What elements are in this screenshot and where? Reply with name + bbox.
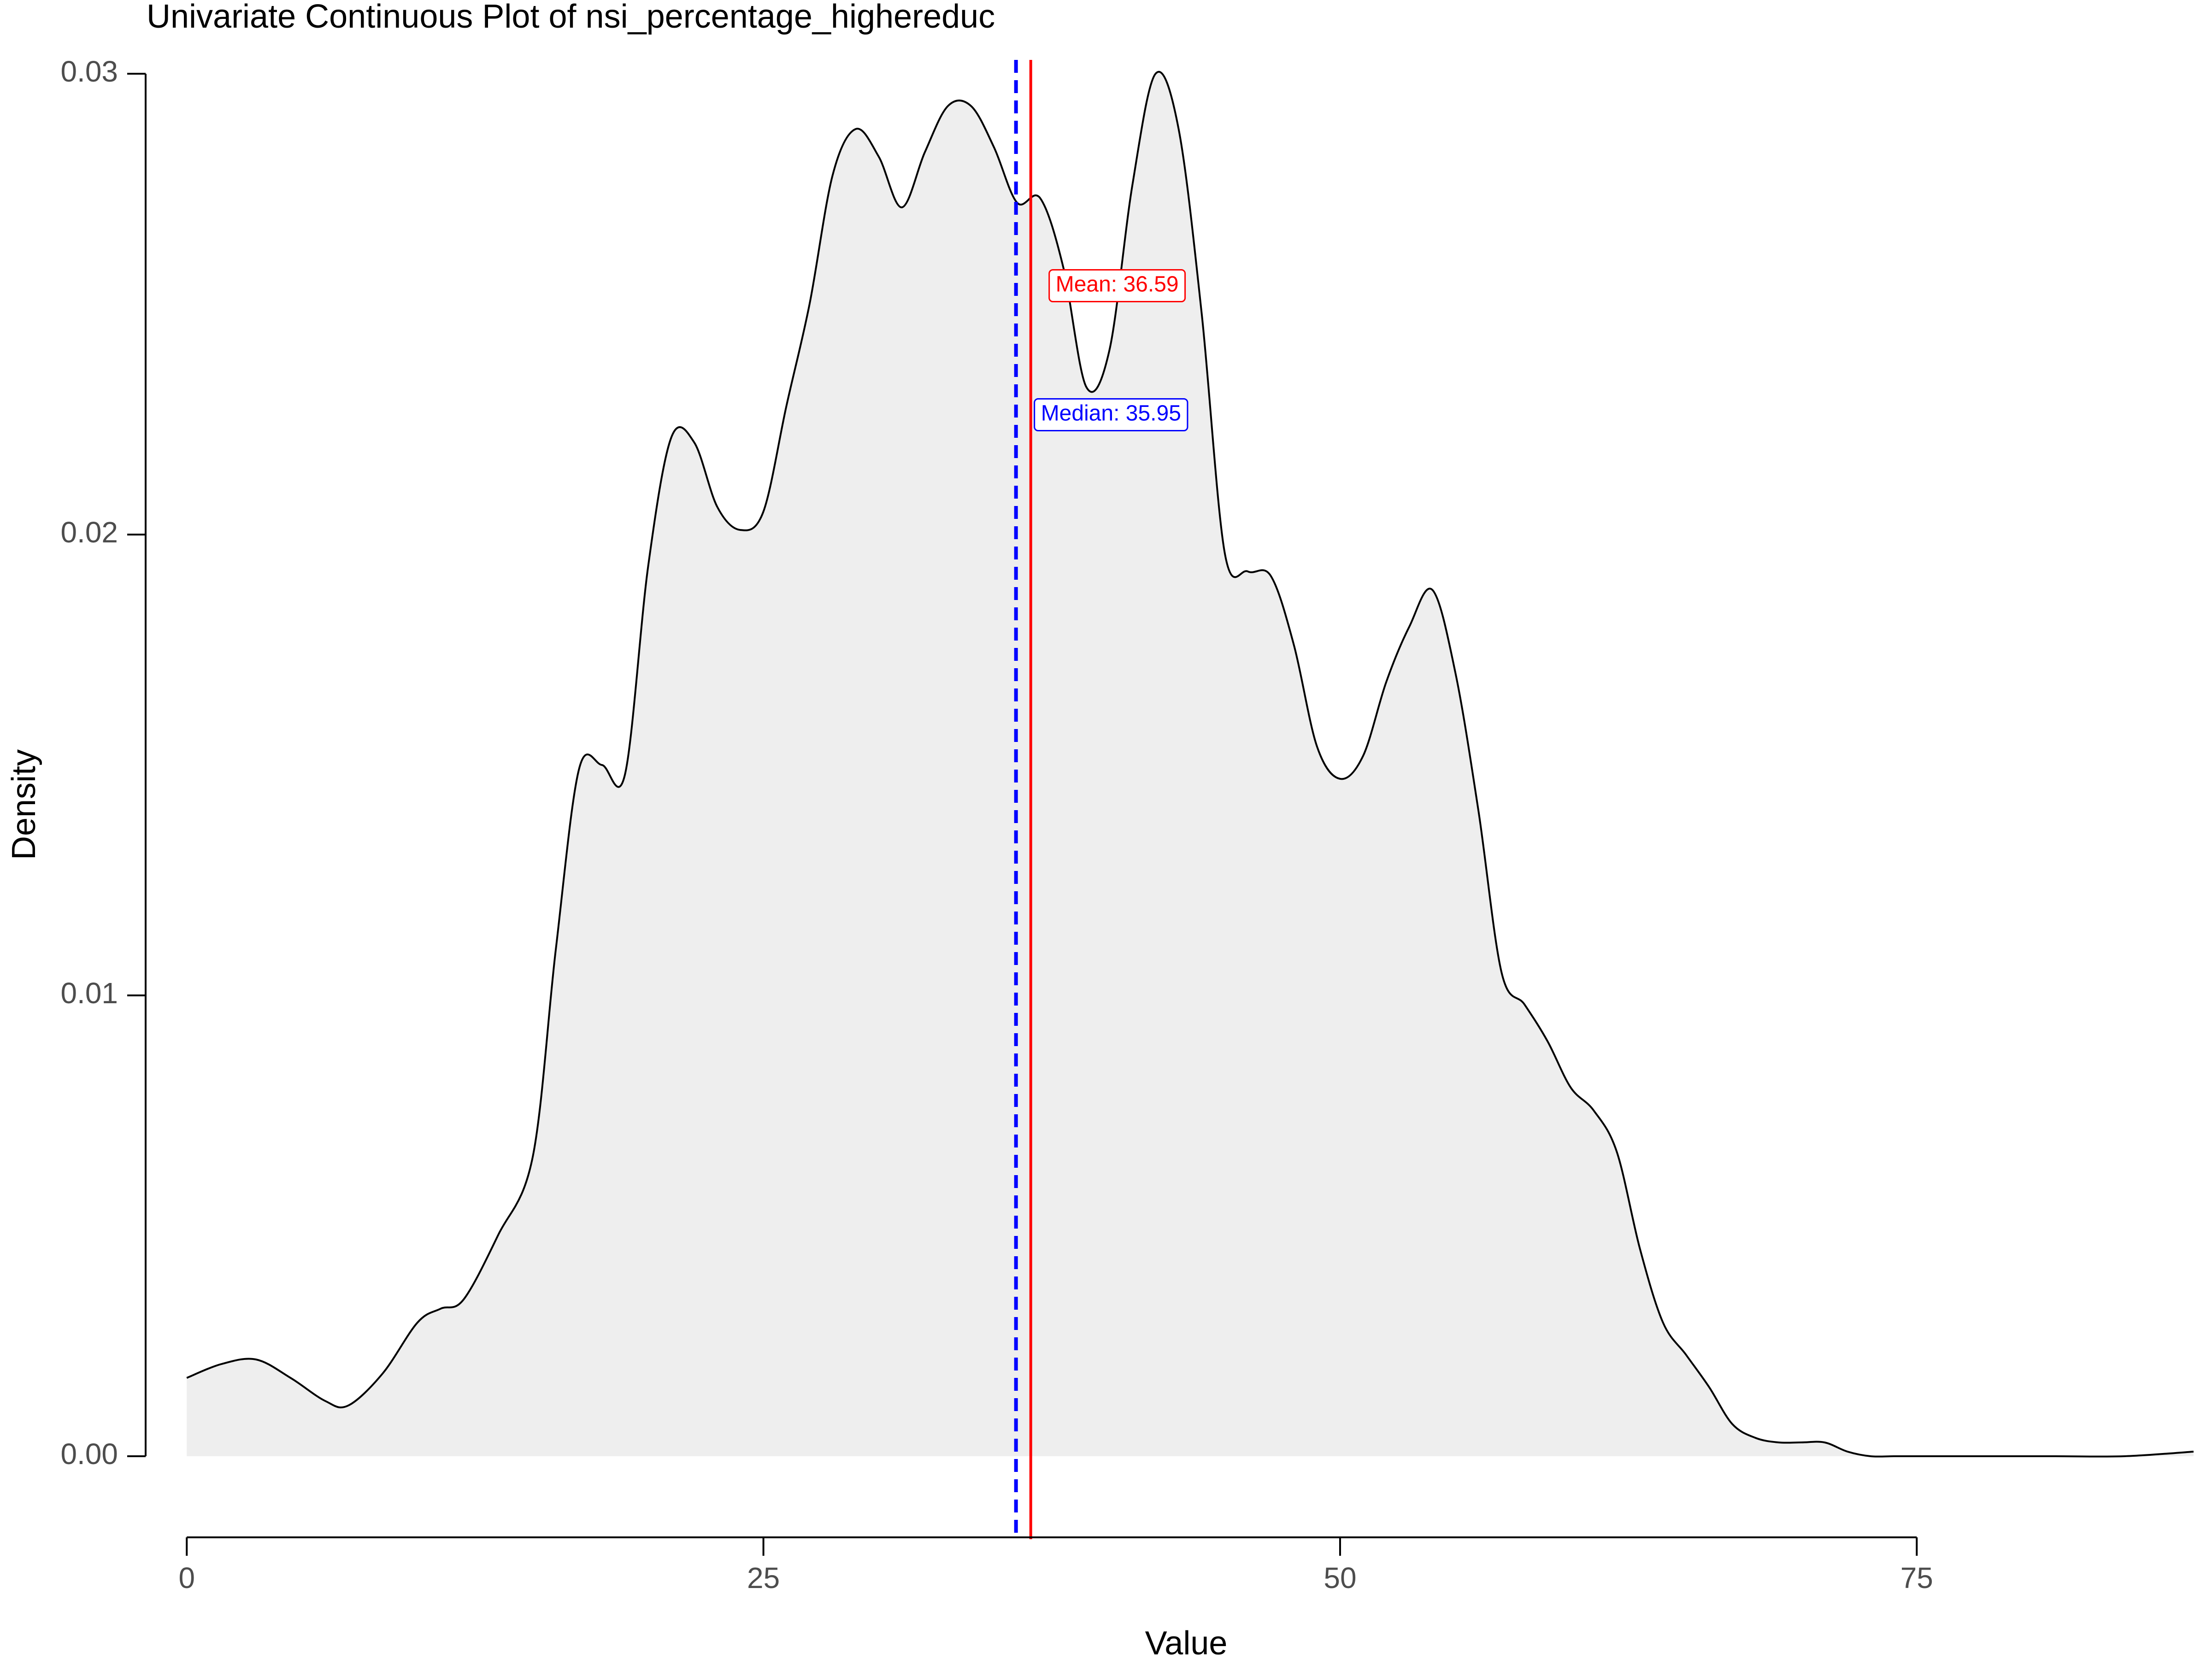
- mean-label: Mean: 36.59: [1048, 269, 1186, 303]
- x-axis: 0 25 50 75: [178, 1536, 1933, 1594]
- density-area: [187, 71, 2194, 1457]
- y-tick-label: 0.03: [60, 55, 118, 88]
- mean-label-box: [1048, 269, 1186, 303]
- median-label-text: Median: 35.95: [1041, 401, 1181, 426]
- x-tick-label: 25: [747, 1561, 780, 1594]
- y-axis-label: Density: [6, 749, 42, 860]
- x-axis-label: Value: [1145, 1625, 1228, 1659]
- plot-area: Mean: 36.59 Median: 35.95: [186, 60, 2194, 1539]
- x-tick-label: 50: [1324, 1561, 1356, 1594]
- x-tick-label: 0: [178, 1561, 195, 1594]
- density-curve-line: [186, 71, 2194, 1458]
- y-tick-label: 0.02: [60, 516, 118, 549]
- mean-label-text: Mean: 36.59: [1056, 272, 1179, 297]
- x-tick-label: 75: [1900, 1561, 1933, 1594]
- y-tick-label: 0.00: [60, 1437, 118, 1471]
- median-label: Median: 35.95: [1034, 398, 1188, 432]
- reference-lines: Mean: 36.59 Median: 35.95: [1014, 60, 1188, 1539]
- chart-title: Univariate Continuous Plot of nsi_percen…: [147, 0, 995, 35]
- median-label-box: [1034, 398, 1188, 432]
- y-axis: 0.00 0.01 0.02 0.03: [60, 55, 147, 1471]
- y-tick-label: 0.01: [60, 977, 118, 1010]
